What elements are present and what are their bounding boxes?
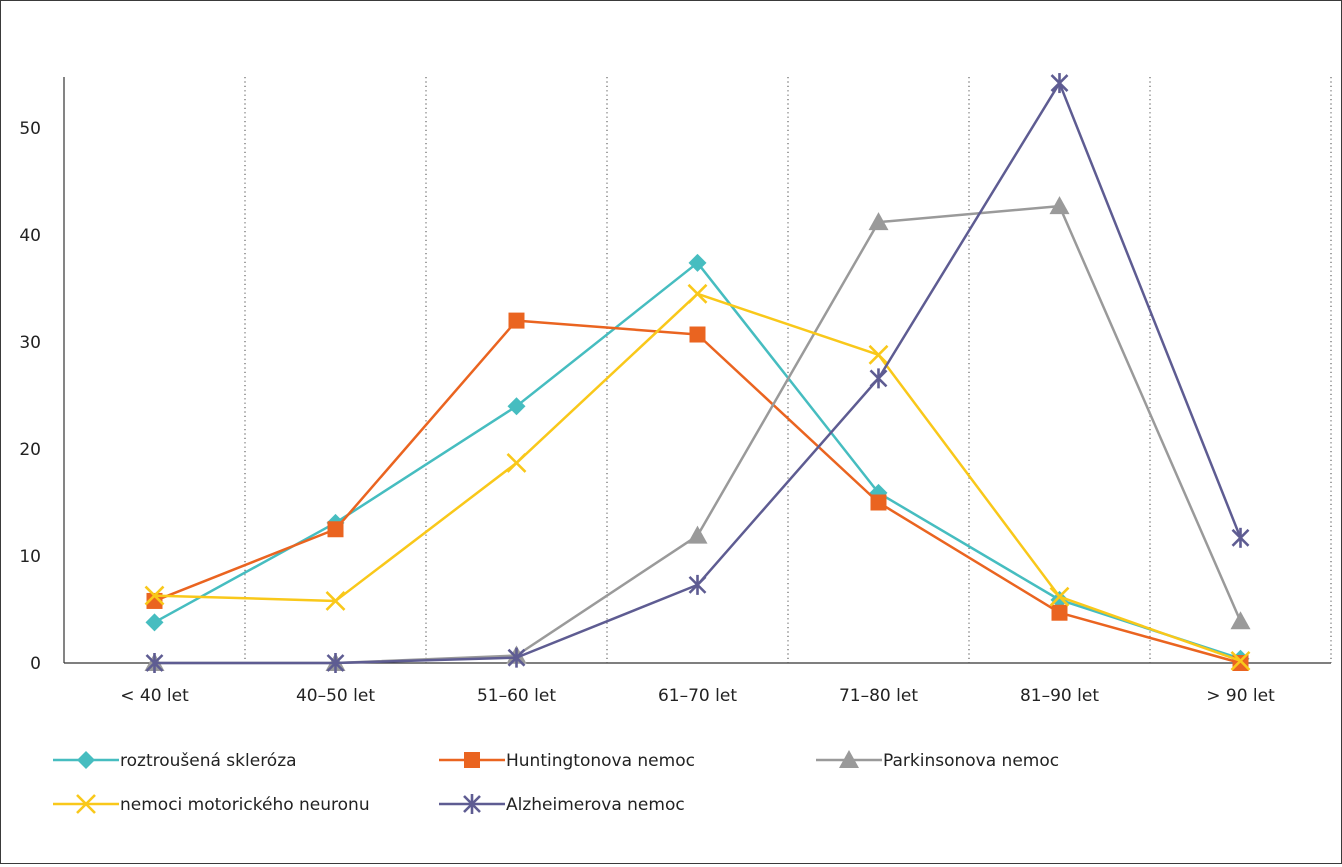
data-point (507, 647, 526, 668)
legend-label: Alzheimerova nemoc (506, 795, 685, 815)
diamond-marker (1050, 590, 1069, 609)
legend-label: nemoci motorického neuronu (120, 795, 370, 815)
x-tick-label: < 40 let (120, 686, 189, 706)
x-marker-stroke (506, 452, 527, 473)
data-point (506, 452, 527, 473)
data-point (868, 212, 889, 231)
data-point (145, 613, 164, 632)
y-tick-label: 30 (19, 333, 41, 353)
data-point (507, 397, 526, 416)
data-point (464, 752, 480, 768)
data-point (1231, 527, 1250, 548)
x-tick-label: 81–90 let (1020, 686, 1099, 706)
x-tick-label: > 90 let (1206, 686, 1275, 706)
data-point (145, 653, 164, 673)
triangle-marker (1049, 196, 1070, 215)
data-point (688, 574, 707, 595)
data-point (76, 794, 96, 814)
y-tick-label: 20 (19, 440, 41, 460)
x-tick-label: 51–60 let (477, 686, 556, 706)
x-marker-stroke (868, 344, 889, 365)
square-marker (464, 752, 480, 768)
data-point (1050, 73, 1069, 94)
y-tick-label: 0 (30, 654, 41, 674)
x-marker-stroke (144, 585, 165, 606)
series (144, 73, 1251, 673)
grid (244, 77, 1332, 663)
series-square (146, 312, 1249, 671)
diamond-marker (507, 397, 526, 416)
data-point (77, 751, 95, 769)
data-point (327, 521, 344, 538)
data-point (689, 326, 706, 343)
data-point (508, 312, 525, 329)
y-tick-label: 40 (19, 226, 41, 246)
data-point (1050, 590, 1069, 609)
diamond-marker (688, 253, 707, 272)
legend-label: roztroušená skleróza (120, 751, 297, 771)
data-point (688, 253, 707, 272)
data-point (463, 794, 481, 814)
x-marker-stroke (325, 591, 346, 611)
triangle-marker (868, 212, 889, 231)
square-marker (689, 326, 706, 343)
data-point (325, 591, 346, 611)
legend-item: Parkinsonova nemoc (816, 750, 1059, 771)
x-marker-stroke (76, 794, 96, 814)
data-point (1049, 196, 1070, 215)
data-point (869, 368, 888, 389)
y-tick-labels: 0 10 20 30 40 50 (19, 119, 41, 674)
triangle-marker (839, 750, 859, 768)
y-tick-label: 10 (19, 547, 41, 567)
square-marker (1051, 604, 1068, 621)
legend-item: roztroušená skleróza (53, 751, 297, 771)
legend-label: Parkinsonova nemoc (883, 751, 1059, 771)
x-tick-labels: < 40 let 40–50 let 51–60 let 61–70 let 71–80… (120, 686, 1275, 706)
data-point (687, 525, 708, 544)
legend: roztroušená skleróza Huntingtonova nemoc P… (53, 750, 1059, 815)
x-marker-stroke (1230, 650, 1251, 671)
x-tick-label: 61–70 let (658, 686, 737, 706)
data-point (1051, 604, 1068, 621)
data-point (1232, 655, 1249, 671)
x-tick-label: 71–80 let (839, 686, 918, 706)
square-marker (327, 521, 344, 538)
diamond-marker (77, 751, 95, 769)
legend-item: Huntingtonova nemoc (439, 751, 695, 771)
series-x (144, 283, 1251, 671)
x-tick-label: 40–50 let (296, 686, 375, 706)
square-marker (1232, 655, 1249, 671)
data-point (870, 494, 887, 511)
y-tick-label: 50 (19, 119, 41, 139)
data-point (1049, 586, 1070, 607)
legend-item: Alzheimerova nemoc (439, 794, 685, 815)
data-point (144, 585, 165, 606)
x-marker-stroke (1049, 586, 1070, 607)
square-marker (508, 312, 525, 329)
triangle-marker (687, 525, 708, 544)
series-line (154, 319, 1241, 665)
square-marker (870, 494, 887, 511)
data-point (687, 283, 708, 304)
data-point (1230, 611, 1251, 630)
diamond-marker (145, 613, 164, 632)
legend-item: nemoci motorického neuronu (53, 794, 370, 815)
data-point (868, 344, 889, 365)
data-point (839, 750, 859, 768)
series-asterisk (145, 73, 1250, 673)
legend-label: Huntingtonova nemoc (506, 751, 695, 771)
data-point (1230, 650, 1251, 671)
data-point (326, 653, 345, 673)
x-marker-stroke (687, 283, 708, 304)
triangle-marker (1230, 611, 1251, 630)
